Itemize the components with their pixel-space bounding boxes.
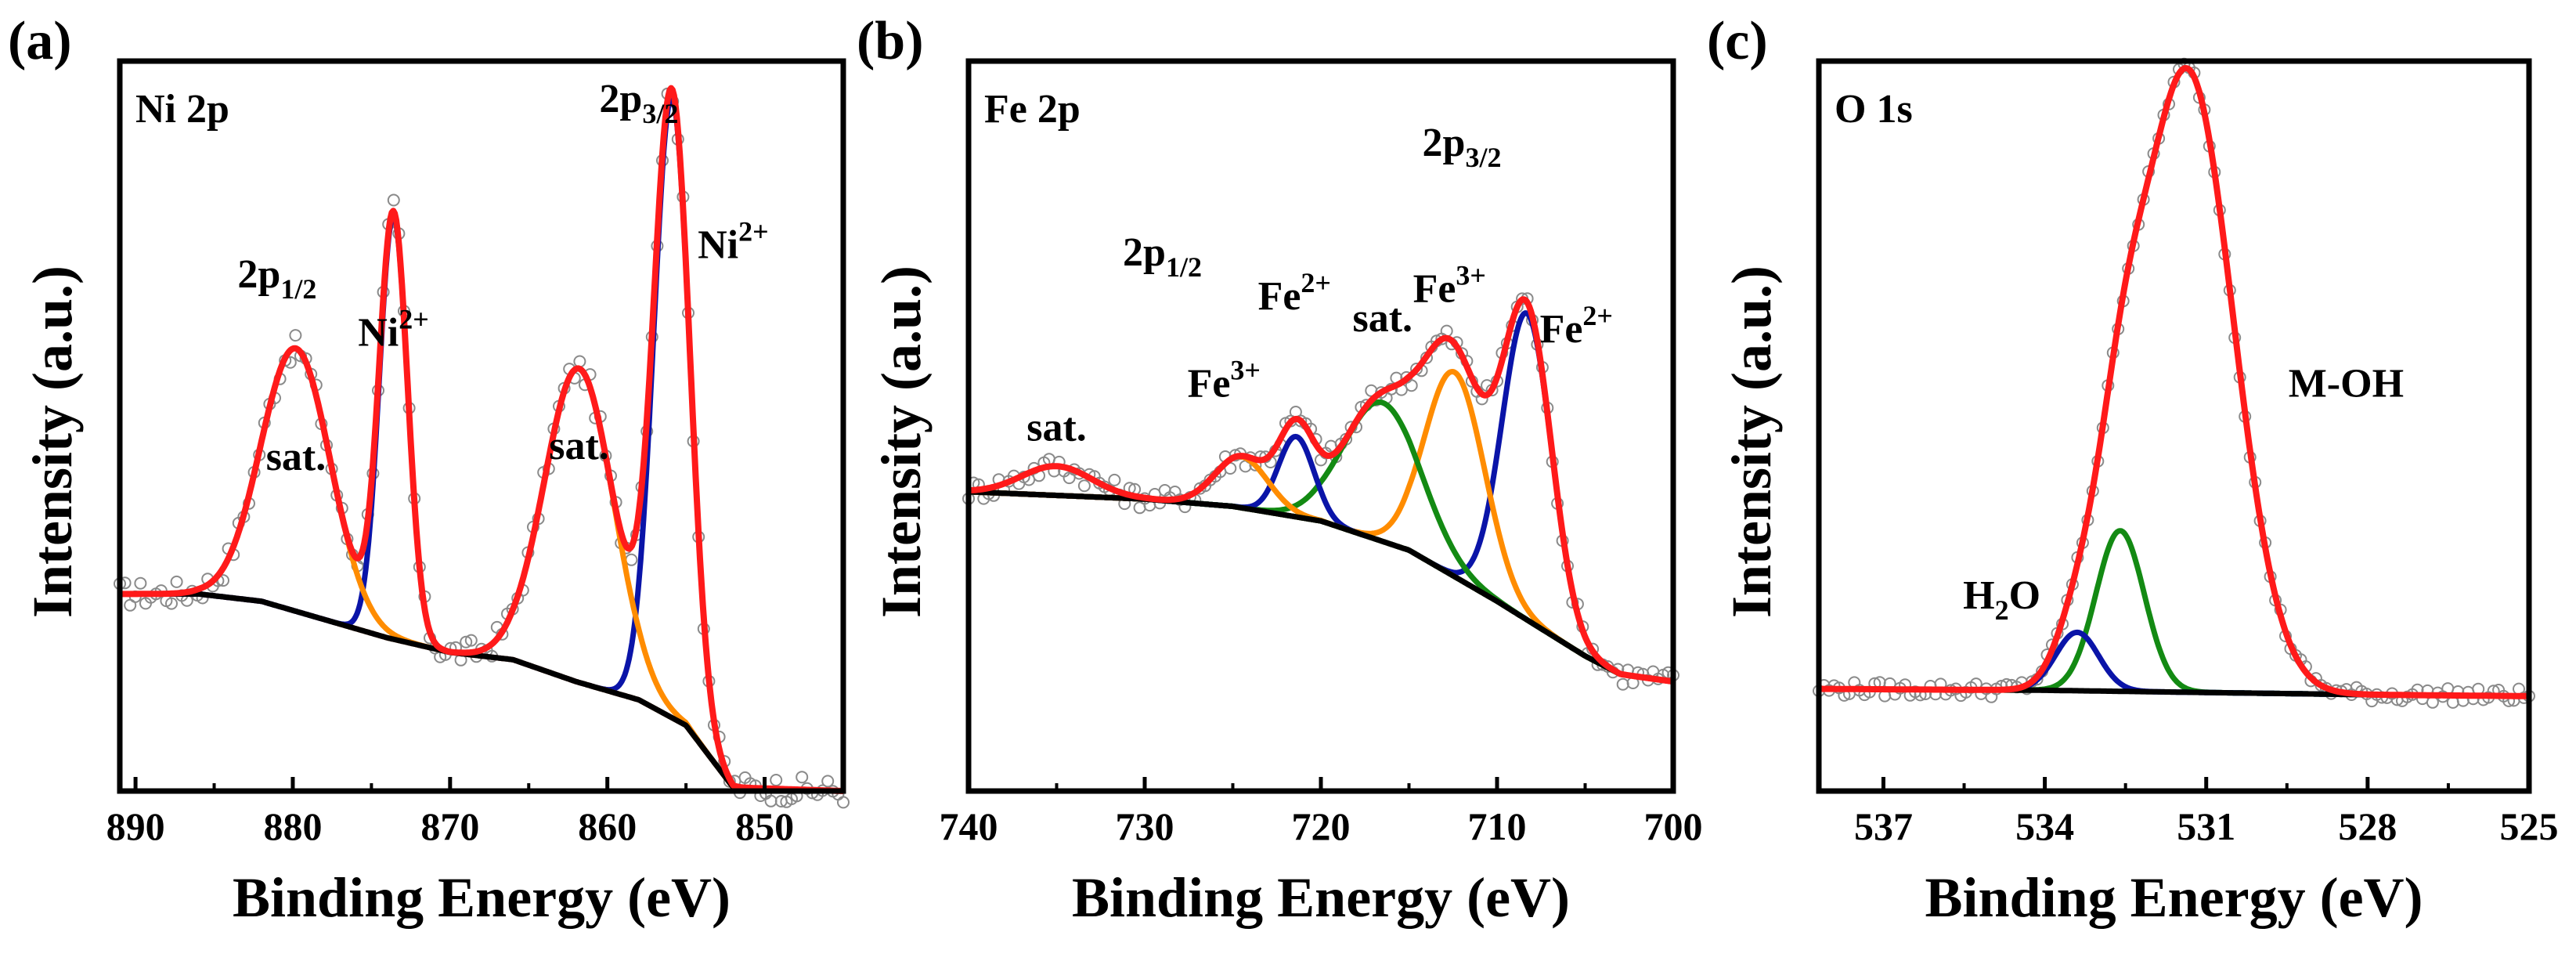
background-line	[968, 489, 1674, 685]
x-axis-label: Binding Energy (eV)	[1072, 866, 1570, 929]
raw-data-point	[821, 775, 835, 788]
raw-data-point	[837, 796, 850, 809]
panel-label: (a)	[8, 11, 72, 71]
peak-annotation: sat.	[549, 424, 609, 468]
peak-annotation: sat.	[1026, 406, 1087, 450]
raw-data-point	[625, 553, 638, 566]
peak-annotation: 2p1/2	[237, 252, 316, 305]
raw-data-point	[1985, 690, 1998, 703]
raw-data-point	[770, 774, 783, 786]
peak-annotation: sat.	[1352, 296, 1412, 341]
x-tick-label: 880	[263, 804, 322, 848]
x-tick-label: 720	[1292, 804, 1351, 848]
background-line	[120, 591, 844, 794]
panel-c-o1s: 537 534 531 528 525 Binding Energy (eV) Intens…	[1707, 11, 2559, 929]
element-label: Ni 2p	[135, 87, 229, 132]
peak-annotation: Ni2+	[698, 216, 769, 268]
raw-data-point	[796, 771, 809, 784]
raw-data-point	[165, 597, 178, 610]
x-tick-label: 860	[578, 804, 637, 848]
x-tick-label: 850	[735, 804, 794, 848]
raw-data-points	[1813, 57, 2535, 709]
plot-frame	[1816, 58, 2532, 794]
x-tick-label: 531	[2177, 804, 2235, 848]
raw-data-point	[1108, 473, 1121, 486]
peak-annotation: Fe2+	[1258, 267, 1331, 319]
x-tick-label: 537	[1854, 804, 1913, 848]
raw-data-point	[289, 329, 302, 342]
raw-data-point	[1440, 324, 1453, 338]
raw-data-point	[134, 576, 147, 590]
element-label: O 1s	[1835, 87, 1913, 132]
panel-label: (c)	[1707, 11, 1768, 71]
panel-label: (b)	[857, 11, 924, 71]
fit-envelope	[117, 85, 846, 794]
fit-envelope	[966, 296, 1676, 685]
component-peak-ni2-2p1-2	[118, 213, 845, 794]
peak-annotation: sat.	[266, 435, 327, 479]
x-tick-label: 730	[1116, 804, 1174, 848]
raw-data-point	[464, 634, 478, 647]
component-peak-ni2-2p3-2	[118, 94, 845, 794]
peak-annotation: Fe2+	[1540, 300, 1613, 352]
x-axis-label: Binding Energy (eV)	[1925, 866, 2423, 929]
raw-data-point	[1410, 363, 1423, 375]
y-axis-label: Intensity (a.u.)	[870, 266, 933, 618]
peak-annotation: 2p1/2	[1123, 230, 1202, 283]
peak-annotation: 2p3/2	[1423, 121, 1502, 173]
raw-data-point	[573, 355, 586, 368]
peak-annotation: 2p3/2	[599, 77, 678, 129]
x-tick-label: 740	[940, 804, 998, 848]
raw-data-point	[1405, 379, 1418, 392]
plot-frame	[117, 58, 846, 794]
fit-envelope	[1817, 65, 2531, 699]
x-tick-label: 528	[2338, 804, 2397, 848]
x-tick-label: 534	[2015, 804, 2074, 848]
component-peak-green	[1817, 528, 2531, 699]
x-tick-label: 870	[420, 804, 479, 848]
peak-annotation: Fe3+	[1188, 355, 1261, 406]
component-peak-sat-2p1-2	[118, 345, 845, 794]
element-label: Fe 2p	[984, 87, 1081, 132]
raw-data-point	[460, 635, 473, 648]
raw-data-point	[1077, 479, 1091, 493]
panel-b-fe2p: 740 730 720 710 700 Binding Energy (eV) Intens…	[857, 11, 1703, 929]
raw-data-point	[1616, 677, 1629, 691]
y-axis-label: Intensity (a.u.)	[1720, 266, 1783, 618]
raw-data-point	[387, 193, 400, 207]
peak-annotation: Ni2+	[358, 303, 429, 355]
raw-data-points	[114, 87, 850, 809]
peak-annotation: Fe3+	[1413, 260, 1486, 312]
peak-annotation: H2O	[1963, 573, 2040, 626]
peak-annotation: M-OH	[2289, 362, 2404, 406]
x-tick-label: 890	[106, 804, 165, 848]
x-tick-label: 700	[1644, 804, 1703, 848]
x-axis-label: Binding Energy (eV)	[233, 866, 731, 929]
y-axis-label: Intensity (a.u.)	[21, 266, 84, 618]
x-tick-label: 710	[1468, 804, 1527, 848]
raw-data-point	[170, 575, 183, 588]
x-tick-label: 525	[2500, 804, 2559, 848]
